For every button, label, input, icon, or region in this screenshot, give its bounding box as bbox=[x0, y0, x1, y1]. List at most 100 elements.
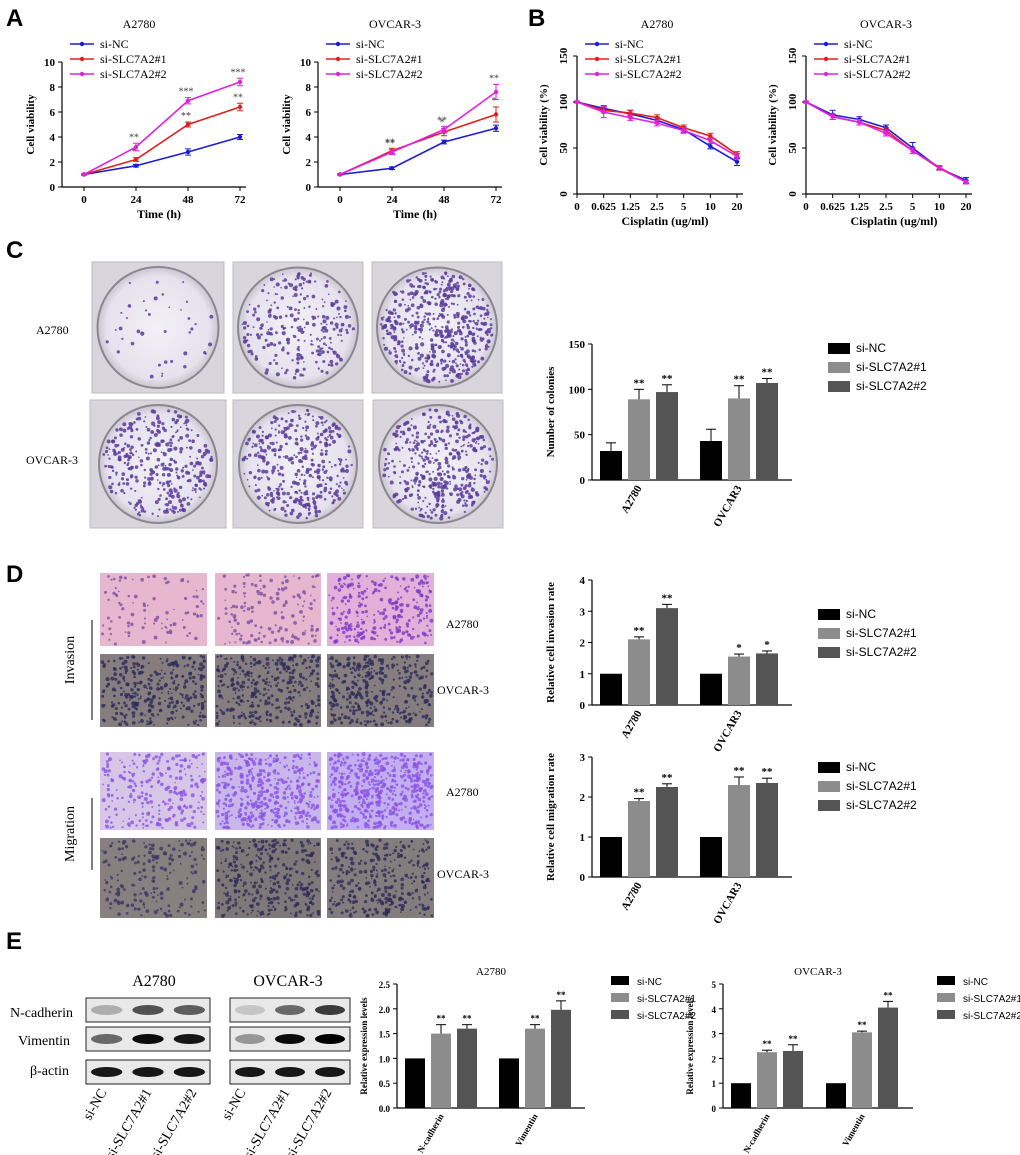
colony-dot bbox=[426, 452, 429, 455]
cell-dot bbox=[292, 710, 296, 714]
colony-dot bbox=[410, 456, 413, 460]
cell-dot bbox=[423, 700, 427, 704]
colony-dot bbox=[270, 333, 274, 336]
cell-dot bbox=[349, 627, 353, 631]
colony-dot bbox=[384, 457, 388, 461]
cell-dot bbox=[121, 826, 124, 829]
colony-dot bbox=[393, 316, 396, 319]
colony-dot bbox=[156, 479, 159, 481]
colony-dot bbox=[286, 305, 289, 308]
cell-dot bbox=[114, 593, 118, 597]
cell-dot bbox=[251, 719, 253, 722]
colony-dot bbox=[302, 481, 307, 485]
colony-dot bbox=[409, 279, 412, 282]
colony-dot bbox=[250, 352, 254, 356]
cell-dot bbox=[131, 721, 136, 725]
cell-dot bbox=[260, 815, 264, 818]
cell-dot bbox=[372, 714, 375, 717]
colony-dot bbox=[255, 333, 260, 337]
cell-dot bbox=[150, 712, 154, 717]
cell-dot bbox=[362, 593, 365, 596]
cell-dot bbox=[186, 634, 189, 638]
cell-dot bbox=[149, 674, 153, 678]
colony-dot bbox=[295, 455, 298, 459]
cell-dot bbox=[365, 710, 370, 714]
colony-dot bbox=[410, 358, 414, 362]
cell-dot bbox=[425, 614, 429, 618]
colony-dot bbox=[125, 481, 130, 486]
cell-dot bbox=[245, 774, 249, 778]
colony-dot bbox=[425, 470, 429, 474]
significance-label: * bbox=[492, 96, 497, 107]
cell-dot bbox=[110, 676, 115, 681]
cell-dot bbox=[311, 669, 316, 673]
colony-dot bbox=[395, 430, 399, 434]
cell-dot bbox=[374, 783, 377, 786]
colony-dot bbox=[393, 326, 397, 330]
cell-dot bbox=[365, 694, 369, 698]
cell-dot bbox=[343, 595, 348, 600]
colony-dot bbox=[184, 464, 188, 468]
colony-dot bbox=[273, 343, 277, 347]
colony-dot bbox=[176, 429, 179, 432]
colony-dot bbox=[450, 302, 453, 305]
legend-label: si-SLC7A2#2 bbox=[846, 645, 917, 659]
cell-dot bbox=[133, 681, 137, 686]
colony-dot bbox=[453, 313, 456, 317]
colony-dot bbox=[254, 483, 257, 487]
cell-dot bbox=[246, 801, 249, 804]
cell-dot bbox=[388, 774, 392, 777]
cell-dot bbox=[349, 719, 354, 723]
legend-label: si-SLC7A2#1 bbox=[963, 994, 1020, 1005]
colony-dot bbox=[298, 283, 303, 287]
colony-dot bbox=[478, 435, 483, 439]
cell-dot bbox=[201, 796, 205, 801]
cell-dot bbox=[377, 658, 382, 662]
cell-dot bbox=[365, 629, 368, 632]
colony-dot bbox=[414, 452, 417, 455]
colony-dot bbox=[383, 447, 387, 452]
colony-dot bbox=[470, 356, 475, 361]
colony-dot bbox=[324, 442, 329, 446]
colony-dot bbox=[336, 354, 341, 359]
cell-dot bbox=[237, 689, 241, 692]
colony-dot bbox=[475, 426, 480, 431]
cell-dot bbox=[329, 687, 332, 690]
cell-dot bbox=[251, 620, 253, 623]
significance-label: ** bbox=[129, 132, 139, 143]
colony-dot bbox=[428, 290, 432, 293]
cell-dot bbox=[388, 628, 392, 632]
cell-dot bbox=[173, 679, 176, 682]
colony-dot bbox=[116, 452, 119, 455]
colony-dot bbox=[273, 489, 275, 492]
x-tick-label: 72 bbox=[235, 194, 247, 206]
colony-dot bbox=[110, 490, 113, 494]
cell-dot bbox=[184, 773, 187, 776]
cell-dot bbox=[252, 657, 257, 662]
cell-dot bbox=[122, 676, 126, 680]
colony-dot bbox=[325, 371, 329, 375]
colony-dot bbox=[280, 367, 283, 370]
colony-dot bbox=[173, 460, 178, 464]
colony-dot bbox=[401, 497, 405, 501]
cell-dot bbox=[424, 603, 428, 607]
y-axis-label: Relative cell migration rate bbox=[545, 753, 557, 881]
cell-dot bbox=[164, 818, 168, 822]
transwell-images bbox=[100, 573, 434, 918]
cell-dot bbox=[339, 825, 343, 829]
colony-dot bbox=[273, 359, 276, 362]
colony-dot bbox=[419, 323, 424, 328]
cell-dot bbox=[421, 631, 426, 636]
series-line bbox=[339, 127, 497, 176]
cell-dot bbox=[284, 706, 288, 710]
cell-dot bbox=[266, 772, 271, 776]
significance-label: ** bbox=[489, 74, 499, 85]
colony-dot bbox=[450, 378, 454, 383]
cell-dot bbox=[192, 809, 196, 814]
cell-dot bbox=[388, 789, 393, 793]
cell-dot bbox=[379, 666, 384, 671]
significance-label: ** bbox=[385, 139, 395, 150]
cell-dot bbox=[296, 637, 300, 641]
y-tick-label: 0.5 bbox=[379, 1079, 391, 1089]
colony-dot bbox=[299, 495, 303, 499]
